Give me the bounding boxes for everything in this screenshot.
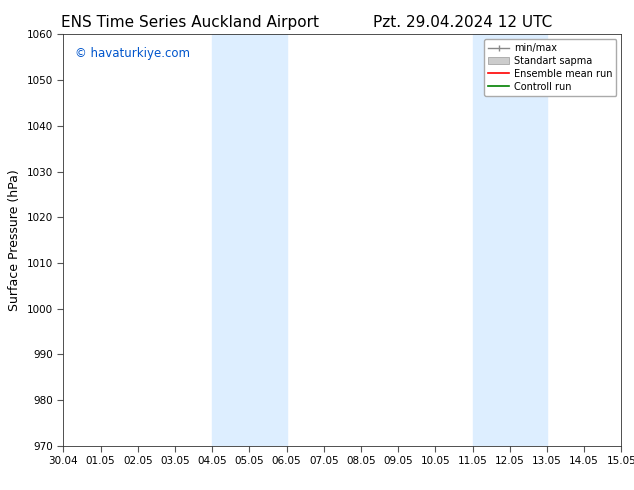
Bar <box>472 34 547 446</box>
Text: Pzt. 29.04.2024 12 UTC: Pzt. 29.04.2024 12 UTC <box>373 15 552 30</box>
Legend: min/max, Standart sapma, Ensemble mean run, Controll run: min/max, Standart sapma, Ensemble mean r… <box>484 39 616 96</box>
Bar <box>212 34 287 446</box>
Text: ENS Time Series Auckland Airport: ENS Time Series Auckland Airport <box>61 15 319 30</box>
Y-axis label: Surface Pressure (hPa): Surface Pressure (hPa) <box>8 169 21 311</box>
Text: © havaturkiye.com: © havaturkiye.com <box>75 47 190 60</box>
